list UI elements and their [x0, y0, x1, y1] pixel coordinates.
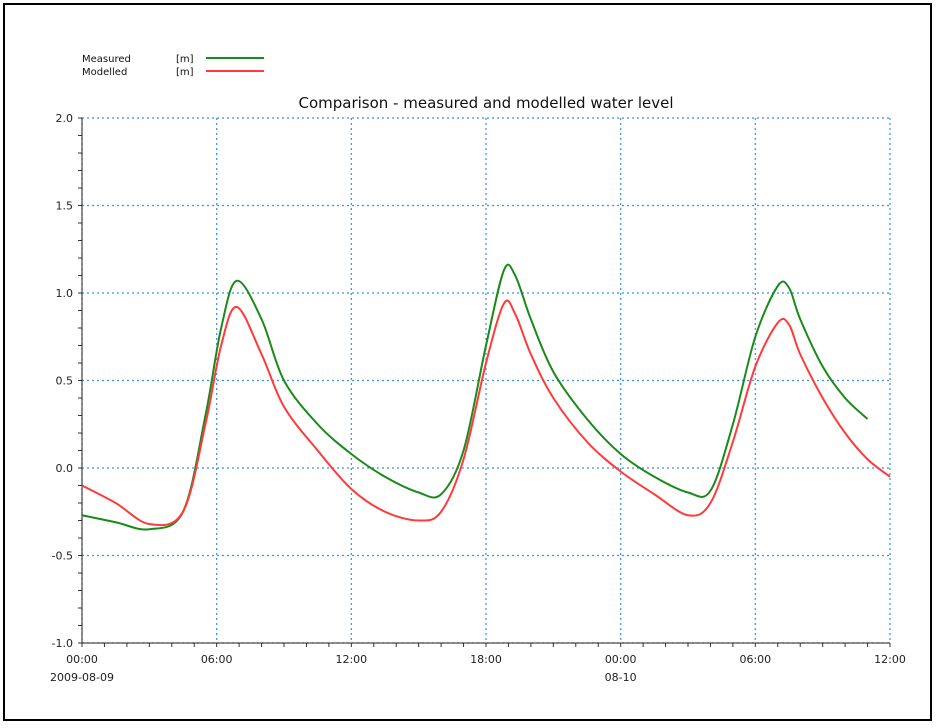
x-tick-label: 00:00 [66, 653, 98, 666]
y-tick-label: 2.0 [56, 112, 74, 125]
y-tick-label: 1.5 [56, 200, 74, 213]
x-tick-label: 00:00 [605, 653, 637, 666]
y-tick-label: 0.5 [56, 375, 74, 388]
x-tick-label: 18:00 [470, 653, 502, 666]
y-tick-label: -1.0 [52, 637, 73, 650]
series-layer [81, 263, 891, 531]
x-subtick-label: 08-10 [605, 671, 637, 684]
x-tick-label: 12:00 [335, 653, 367, 666]
legend-label: Modelled [82, 67, 127, 78]
x-tick-label: 12:00 [874, 653, 906, 666]
axes: 2.0 1.5 1.0 0.5 0.0 -0.5 -1.0 00:00 2009-08-09 06… [50, 112, 906, 684]
legend: Measured [m] Modelled [m] [82, 54, 264, 78]
series-line-modelled [81, 299, 891, 527]
chart-title: Comparison - measured and modelled water… [298, 94, 673, 112]
x-tick-label: 06:00 [201, 653, 233, 666]
series-line-measured [81, 263, 869, 531]
x-tick-label: 06:00 [739, 653, 771, 666]
chart-frame [3, 3, 932, 721]
y-tick-label: 0.0 [56, 462, 74, 475]
legend-unit: [m] [176, 67, 194, 78]
legend-unit: [m] [176, 54, 194, 65]
x-subtick-label: 2009-08-09 [50, 671, 114, 684]
legend-label: Measured [82, 54, 131, 65]
y-tick-label: 1.0 [56, 287, 74, 300]
y-tick-label: -0.5 [52, 550, 73, 563]
grid-lines [81, 117, 891, 644]
